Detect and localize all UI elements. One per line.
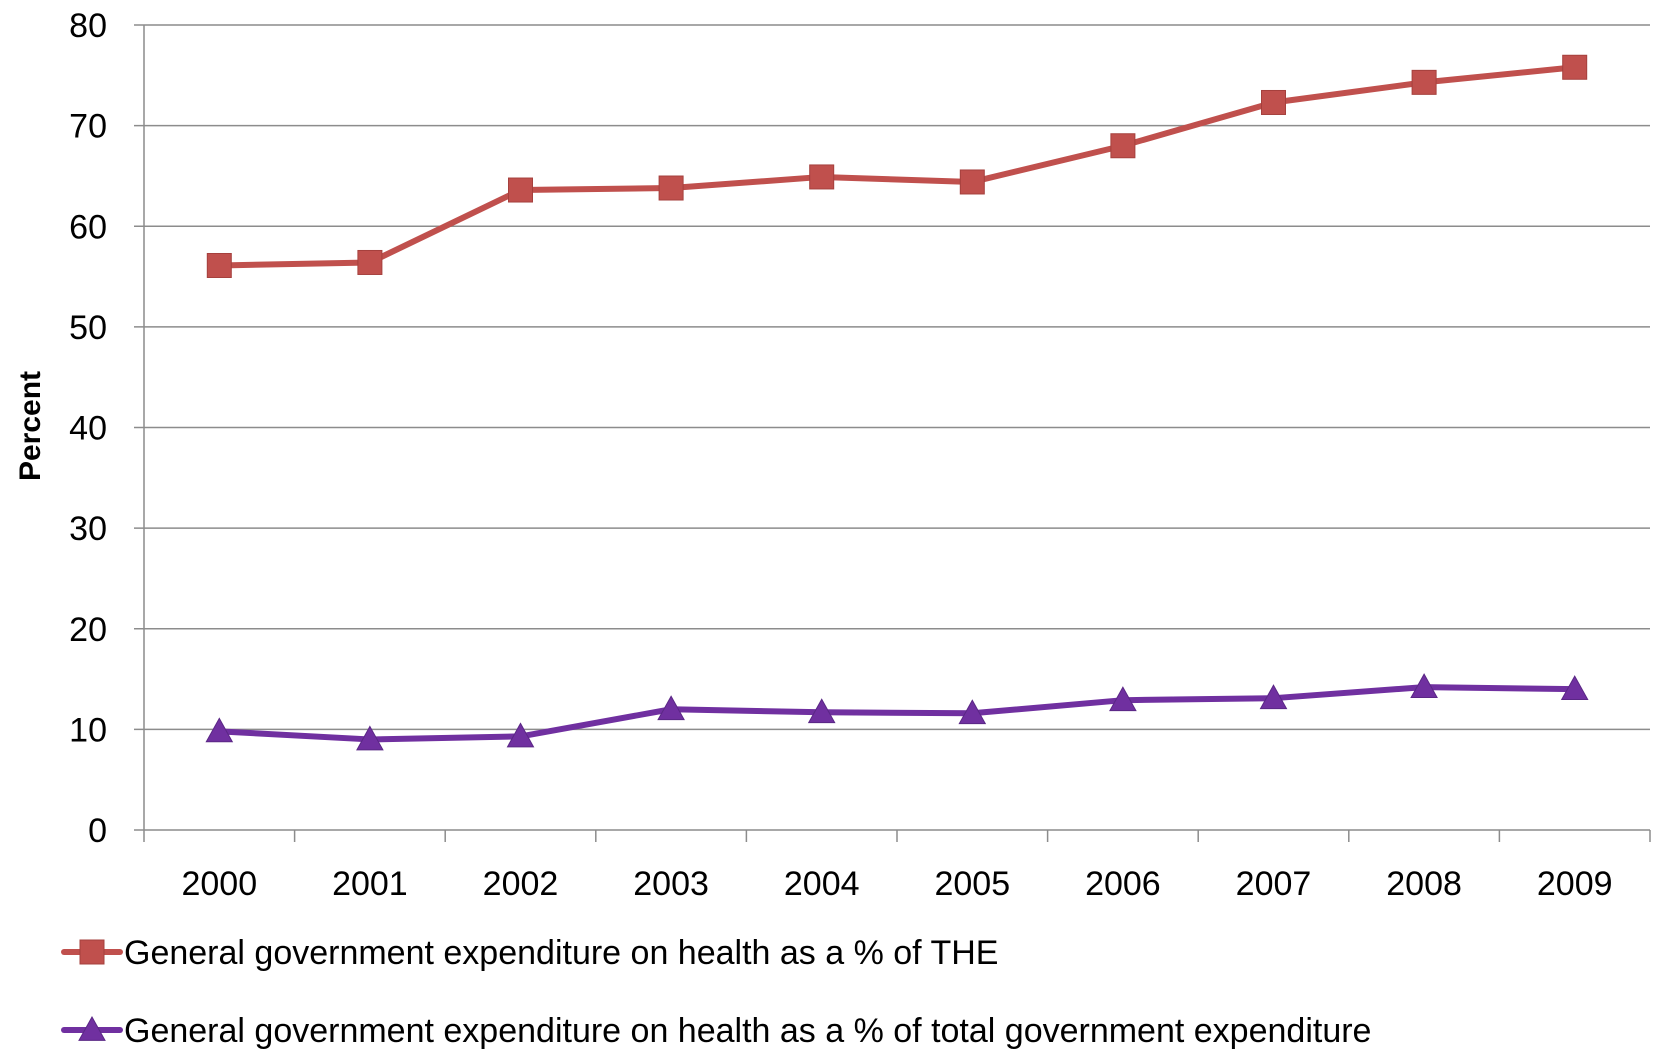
series-line (216, 684, 1578, 743)
legend-marker (79, 939, 105, 965)
y-tick-label: 20 (69, 611, 107, 649)
y-axis-title: Percent (14, 371, 47, 481)
legend-item: General government expenditure on health… (61, 934, 998, 972)
x-tick-label: 2001 (332, 865, 408, 903)
x-tick-label: 2004 (784, 865, 860, 903)
series-square (206, 54, 1588, 278)
legend-label: General government expenditure on health… (124, 1012, 1371, 1050)
data-point (357, 249, 383, 275)
data-point (506, 722, 535, 748)
data-point (807, 698, 836, 724)
data-point (1259, 684, 1288, 710)
x-tick-label: 2002 (483, 865, 559, 903)
y-tick-label: 0 (88, 812, 107, 850)
data-point (1411, 69, 1437, 95)
data-point (1410, 673, 1438, 699)
data-point (1562, 54, 1588, 80)
y-tick-label: 80 (69, 7, 107, 45)
data-point (1109, 686, 1137, 712)
series-triangle (205, 673, 1589, 751)
y-tick-labels: 0 10 20 30 40 50 60 70 80 (69, 7, 107, 850)
data-point (508, 177, 533, 203)
y-tick-label: 30 (69, 510, 107, 548)
legend-label: General government expenditure on health… (124, 934, 998, 972)
series-line (216, 64, 1578, 269)
x-tick-label: 2009 (1537, 865, 1613, 903)
x-tick-labels: 2000 2001 2002 2003 2004 2005 2006 2007 2008 2009 (181, 865, 1612, 903)
gridlines (144, 24, 1650, 731)
data-point (205, 717, 234, 743)
x-tick-label: 2003 (633, 865, 709, 903)
y-tick-label: 50 (69, 309, 107, 347)
data-point (959, 169, 985, 195)
data-point (658, 175, 684, 201)
axes (134, 24, 1651, 842)
data-point (1261, 89, 1286, 115)
legend-marker (78, 1015, 106, 1041)
data-point (809, 164, 835, 190)
data-point (657, 695, 685, 721)
x-tick-label: 2006 (1085, 865, 1161, 903)
legend-item: General government expenditure on health… (61, 1012, 1371, 1050)
x-tick-label: 2007 (1236, 865, 1312, 903)
data-point (356, 725, 384, 751)
data-point (1110, 133, 1136, 159)
y-tick-label: 10 (69, 711, 107, 749)
x-tick-label: 2000 (181, 865, 257, 903)
y-tick-label: 40 (69, 410, 107, 448)
series (205, 54, 1589, 751)
y-tick-label: 70 (69, 108, 107, 146)
legend: General government expenditure on health… (61, 934, 1371, 1050)
x-tick-label: 2008 (1386, 865, 1462, 903)
x-tick-label: 2005 (934, 865, 1010, 903)
data-point (1560, 675, 1589, 701)
data-point (958, 699, 987, 725)
y-tick-label: 60 (69, 208, 107, 246)
data-point (206, 252, 232, 278)
